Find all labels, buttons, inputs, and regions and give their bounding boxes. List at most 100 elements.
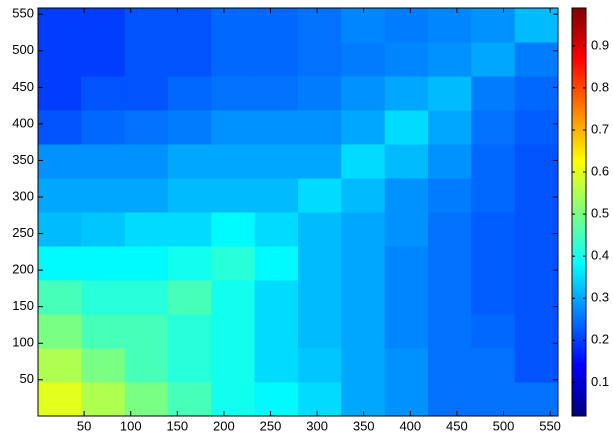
heatmap-cell xyxy=(124,110,169,145)
heatmap-cell xyxy=(514,348,559,383)
colorbar-tick-label: 0.1 xyxy=(591,374,609,389)
heatmap-cell xyxy=(254,178,299,213)
colorbar-tick-label: 0.2 xyxy=(591,332,609,347)
heatmap-cell xyxy=(514,314,559,349)
heatmap-cell xyxy=(168,246,212,281)
heatmap-cell xyxy=(211,280,256,315)
heatmap-cell xyxy=(514,42,559,77)
heatmap-cell xyxy=(124,314,169,349)
heatmap-cell xyxy=(428,382,472,417)
heatmap-cell xyxy=(384,212,429,247)
heatmap-cell xyxy=(254,348,299,383)
heatmap-cell xyxy=(211,8,256,43)
heatmap-cell xyxy=(471,280,516,315)
heatmap-cell xyxy=(168,42,212,77)
heatmap-cell xyxy=(168,76,212,111)
heatmap-cell xyxy=(38,348,82,383)
y-tick-label: 50 xyxy=(20,371,34,386)
heatmap-cell xyxy=(38,76,82,111)
y-tick-label: 450 xyxy=(12,79,34,94)
y-tick-label: 100 xyxy=(12,335,34,350)
heatmap-cell xyxy=(514,280,559,315)
heatmap-cell xyxy=(428,314,472,349)
heatmap-cell xyxy=(211,110,256,145)
heatmap-cell xyxy=(514,8,559,43)
heatmap-cell xyxy=(254,144,299,179)
heatmap-cell xyxy=(514,382,559,417)
heatmap-cell xyxy=(124,280,169,315)
heatmap-cell xyxy=(428,348,472,383)
heatmap-cell xyxy=(341,8,386,43)
heatmap-cell xyxy=(428,110,472,145)
heatmap-cell xyxy=(168,314,212,349)
heatmap-cell xyxy=(81,382,126,417)
y-tick-label: 550 xyxy=(12,6,34,21)
heatmap-cell xyxy=(471,8,516,43)
heatmap-cell xyxy=(124,42,169,77)
heatmap-cell xyxy=(384,382,429,417)
heatmap-cell xyxy=(341,178,386,213)
heatmap-cell xyxy=(384,348,429,383)
heatmap-cell xyxy=(124,144,169,179)
colorbar-tick-label: 0.6 xyxy=(591,163,609,178)
heatmap-cell xyxy=(298,348,342,383)
y-tick-label: 400 xyxy=(12,115,34,130)
plot-frame xyxy=(37,7,559,417)
heatmap-cell xyxy=(384,8,429,43)
heatmap-cell xyxy=(124,212,169,247)
heatmap-cell xyxy=(81,314,126,349)
heatmap-cell xyxy=(38,382,82,417)
x-tick-label: 450 xyxy=(446,418,468,433)
heatmap-cell xyxy=(298,110,342,145)
heatmap-cell xyxy=(514,178,559,213)
heatmap-cell xyxy=(384,76,429,111)
heatmap-cell xyxy=(298,280,342,315)
y-tick-label: 150 xyxy=(12,298,34,313)
heatmap-cell xyxy=(471,348,516,383)
heatmap-cell xyxy=(38,42,82,77)
heatmap-cell xyxy=(81,76,126,111)
heatmap-cell xyxy=(514,246,559,281)
colorbar-tick-label: 0.9 xyxy=(591,37,609,52)
heatmap-cell xyxy=(211,42,256,77)
heatmap-cell xyxy=(384,246,429,281)
x-tick-label: 550 xyxy=(539,418,561,433)
heatmap-cell xyxy=(81,42,126,77)
heatmap-cell xyxy=(384,280,429,315)
heatmap-cell xyxy=(124,8,169,43)
heatmap-cell xyxy=(298,178,342,213)
heatmap-cell xyxy=(471,76,516,111)
heatmap-cell xyxy=(168,178,212,213)
heatmap-cell xyxy=(81,110,126,145)
heatmap-cell xyxy=(211,382,256,417)
x-tick-label: 200 xyxy=(213,418,235,433)
heatmap-cell xyxy=(38,110,82,145)
y-tick-label: 350 xyxy=(12,152,34,167)
x-tick-label: 150 xyxy=(166,418,188,433)
heatmap-cell xyxy=(428,8,472,43)
heatmap xyxy=(38,8,559,417)
colorbar xyxy=(571,7,587,417)
heatmap-cell xyxy=(211,76,256,111)
heatmap-cell xyxy=(81,348,126,383)
x-tick-label: 300 xyxy=(306,418,328,433)
heatmap-cell xyxy=(341,144,386,179)
heatmap-cell xyxy=(81,8,126,43)
heatmap-cell xyxy=(298,212,342,247)
heatmap-cell xyxy=(124,382,169,417)
colorbar-tick-label: 0.8 xyxy=(591,79,609,94)
heatmap-cell xyxy=(428,42,472,77)
heatmap-cell xyxy=(254,280,299,315)
heatmap-cell xyxy=(211,212,256,247)
x-tick-label: 250 xyxy=(260,418,282,433)
heatmap-cell xyxy=(124,178,169,213)
heatmap-cell xyxy=(168,382,212,417)
heatmap-cell xyxy=(298,314,342,349)
heatmap-cell xyxy=(254,382,299,417)
heatmap-cell xyxy=(38,212,82,247)
y-tick-label: 200 xyxy=(12,262,34,277)
heatmap-cell xyxy=(168,110,212,145)
heatmap-cell xyxy=(124,246,169,281)
heatmap-cell xyxy=(254,212,299,247)
